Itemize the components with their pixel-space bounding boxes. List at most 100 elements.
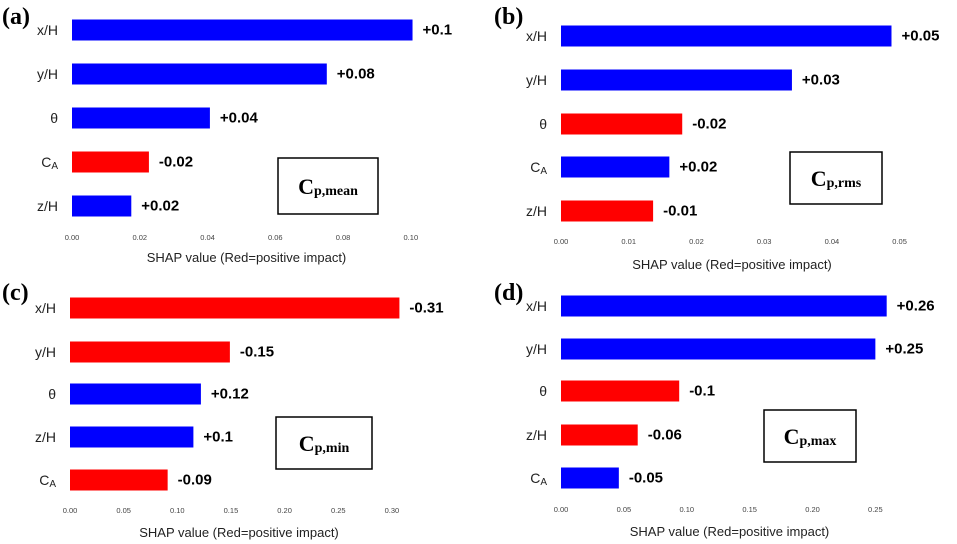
- tick-label: 0.08: [336, 233, 351, 242]
- bar: [561, 113, 683, 135]
- value-label: -0.15: [240, 344, 274, 361]
- tick-label: 0.00: [63, 506, 78, 515]
- x-axis-label: SHAP value (Red=positive impact): [139, 525, 339, 540]
- metric-box: Cp,rms: [789, 151, 883, 205]
- metric-box-label: Cp,min: [299, 431, 350, 456]
- value-label: +0.04: [220, 110, 259, 127]
- metric-box: Cp,max: [763, 409, 857, 463]
- value-label: -0.31: [409, 300, 443, 317]
- tick-label: 0.10: [170, 506, 185, 515]
- x-axis-label: SHAP value (Red=positive impact): [630, 524, 830, 539]
- metric-box-label: Cp,mean: [298, 174, 358, 199]
- tick-label: 0.04: [825, 237, 840, 246]
- tick-label: 0.00: [65, 233, 80, 242]
- category-label: CA: [39, 472, 56, 490]
- metric-box-label: Cp,max: [784, 424, 837, 449]
- metric-box-label: Cp,rms: [811, 166, 862, 191]
- metric-box-frame: [763, 409, 857, 463]
- chart-panel-c: (c) x/H -0.31 y/H -0.15 θ +0.12 z/H +0.1 CA -0.09 0…: [2, 280, 444, 540]
- category-label: x/H: [526, 28, 547, 44]
- chart-panel-b: (b)x/H +0.05 y/H +0.03 θ -0.02 CA +0.02 z/H -0.01…: [494, 4, 939, 272]
- bar: [70, 426, 194, 448]
- value-label: -0.05: [629, 470, 663, 487]
- tick-label: 0.25: [868, 505, 883, 514]
- value-label: -0.09: [178, 472, 212, 489]
- category-label: θ: [539, 116, 547, 132]
- category-label: z/H: [35, 429, 56, 445]
- category-label: θ: [50, 110, 58, 126]
- bar: [70, 469, 168, 491]
- category-label: z/H: [526, 427, 547, 443]
- bar: [72, 107, 210, 129]
- value-label: +0.1: [423, 22, 453, 39]
- tick-label: 0.03: [757, 237, 772, 246]
- panel-letter: (d): [494, 280, 523, 306]
- tick-label: 0.05: [116, 506, 131, 515]
- tick-label: 0.25: [331, 506, 346, 515]
- bar: [72, 151, 149, 173]
- metric-box-frame: [789, 151, 883, 205]
- category-label: y/H: [35, 344, 56, 360]
- value-label: -0.02: [159, 154, 193, 171]
- panel-letter: (c): [2, 280, 29, 306]
- category-label: θ: [539, 383, 547, 399]
- bar: [561, 25, 892, 47]
- value-label: +0.02: [141, 198, 179, 215]
- tick-label: 0.02: [689, 237, 704, 246]
- category-label: y/H: [37, 66, 58, 82]
- category-label: CA: [41, 154, 58, 172]
- value-label: +0.26: [897, 298, 935, 315]
- tick-label: 0.20: [277, 506, 292, 515]
- category-label: y/H: [526, 341, 547, 357]
- category-label: y/H: [526, 72, 547, 88]
- tick-label: 0.15: [742, 505, 757, 514]
- category-label: x/H: [526, 298, 547, 314]
- x-axis-label: SHAP value (Red=positive impact): [147, 250, 347, 265]
- chart-panel-d: (d) x/H +0.26 y/H +0.25 θ -0.1 z/H -0.06 CA -0.05 0…: [494, 280, 935, 539]
- bar: [70, 297, 400, 319]
- category-label: z/H: [37, 198, 58, 214]
- category-label: θ: [48, 386, 56, 402]
- value-label: +0.08: [337, 66, 375, 83]
- category-label: CA: [530, 159, 547, 177]
- metric-box: Cp,min: [275, 416, 373, 470]
- value-label: -0.1: [689, 383, 715, 400]
- tick-label: 0.01: [621, 237, 636, 246]
- metric-box-frame: [275, 416, 373, 470]
- tick-label: 0.10: [404, 233, 419, 242]
- panel-letter: (b): [494, 4, 523, 30]
- bar: [70, 341, 230, 363]
- tick-label: 0.04: [200, 233, 215, 242]
- tick-label: 0.05: [892, 237, 907, 246]
- metric-box: Cp,mean: [277, 157, 379, 215]
- bar: [561, 200, 654, 222]
- panel-letter: (a): [2, 4, 30, 30]
- tick-label: 0.20: [805, 505, 820, 514]
- tick-label: 0.06: [268, 233, 283, 242]
- value-label: +0.25: [885, 341, 923, 358]
- category-label: x/H: [35, 300, 56, 316]
- bar: [561, 424, 638, 446]
- tick-label: 0.02: [132, 233, 147, 242]
- value-label: +0.05: [901, 28, 939, 45]
- tick-label: 0.15: [224, 506, 239, 515]
- tick-label: 0.00: [554, 505, 569, 514]
- bar: [561, 467, 619, 489]
- category-label: CA: [530, 470, 547, 488]
- bar: [561, 295, 887, 317]
- value-label: +0.12: [211, 386, 249, 403]
- chart-panel-a: (a) x/H +0.1 y/H +0.08 θ +0.04 CA -0.02 z/H +0.02 0…: [2, 4, 452, 265]
- tick-label: 0.05: [617, 505, 632, 514]
- bar: [561, 380, 680, 402]
- bar: [72, 195, 132, 217]
- category-label: x/H: [37, 22, 58, 38]
- bar: [561, 69, 792, 91]
- x-axis-label: SHAP value (Red=positive impact): [632, 257, 832, 272]
- category-label: z/H: [526, 203, 547, 219]
- tick-label: 0.00: [554, 237, 569, 246]
- value-label: +0.02: [679, 159, 717, 176]
- bar: [72, 63, 327, 85]
- bar: [561, 156, 670, 178]
- value-label: -0.01: [663, 203, 697, 220]
